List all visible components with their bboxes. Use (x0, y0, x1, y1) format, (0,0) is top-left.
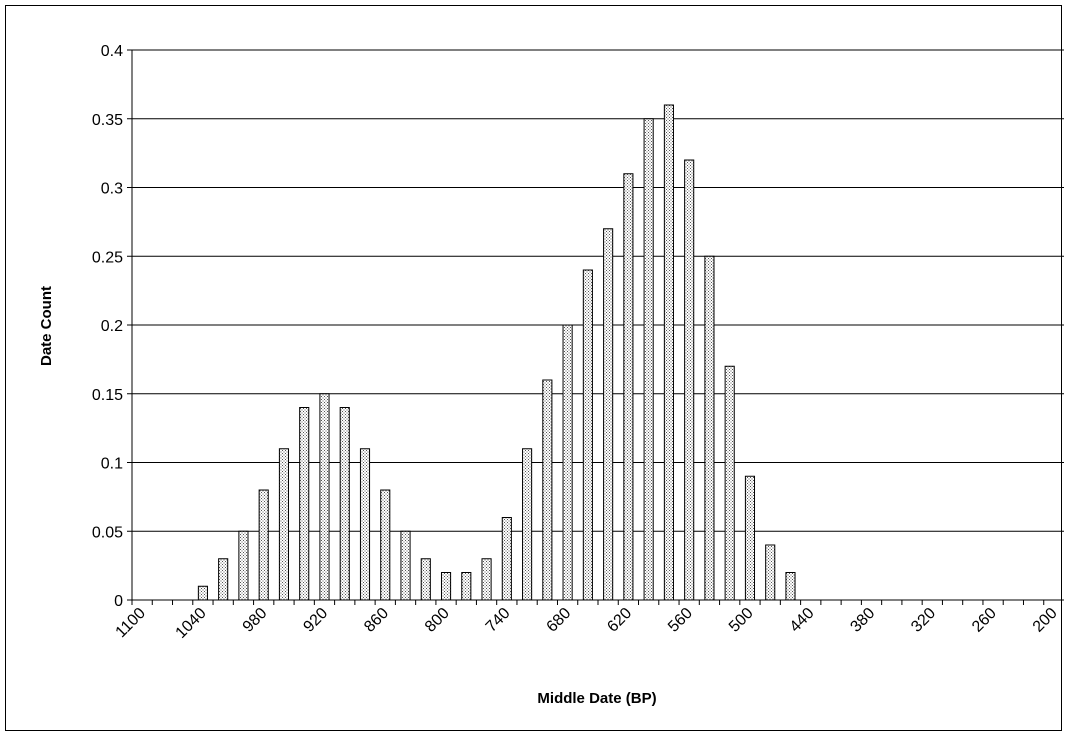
bar (197, 585, 208, 601)
bar (724, 365, 735, 601)
bar (299, 407, 310, 601)
y-tick-label: 0.15 (92, 387, 123, 404)
bar (420, 558, 431, 601)
bar (643, 118, 654, 601)
bar (522, 448, 533, 601)
bar (501, 517, 512, 601)
bar (218, 558, 229, 601)
bar (744, 475, 756, 601)
bar (258, 489, 269, 601)
bar (481, 558, 492, 601)
bar (359, 448, 371, 601)
x-axis-label: Middle Date (BP) (537, 690, 656, 707)
chart-border (5, 5, 1062, 731)
bar (603, 228, 614, 601)
bar (623, 173, 634, 601)
y-axis-label: Date Count (38, 286, 55, 366)
y-tick-label: 0.1 (101, 456, 123, 473)
bar (278, 448, 290, 601)
y-tick-label: 0.4 (101, 43, 123, 60)
y-tick-label: 0.35 (92, 112, 123, 129)
bar (562, 324, 573, 601)
bar (704, 255, 715, 601)
bar (582, 269, 593, 601)
bar (440, 572, 452, 601)
y-tick-label: 0.2 (101, 318, 123, 335)
bar (339, 407, 350, 601)
bar (542, 379, 553, 601)
bar (319, 393, 330, 601)
y-tick-label: 0.3 (101, 181, 123, 198)
bar (400, 530, 411, 601)
bar (663, 104, 674, 601)
bar (684, 159, 695, 601)
y-tick-label: 0 (114, 593, 123, 610)
bar (380, 489, 391, 601)
bar (461, 572, 472, 601)
bar (238, 530, 249, 601)
y-tick-labels: 0 0.05 0.1 0.15 0.2 0.25 0.3 0.35 0.4 (92, 43, 132, 610)
bar (765, 544, 776, 601)
y-tick-label: 0.05 (92, 524, 123, 541)
bar (785, 572, 796, 601)
y-tick-label: 0.25 (92, 249, 123, 266)
